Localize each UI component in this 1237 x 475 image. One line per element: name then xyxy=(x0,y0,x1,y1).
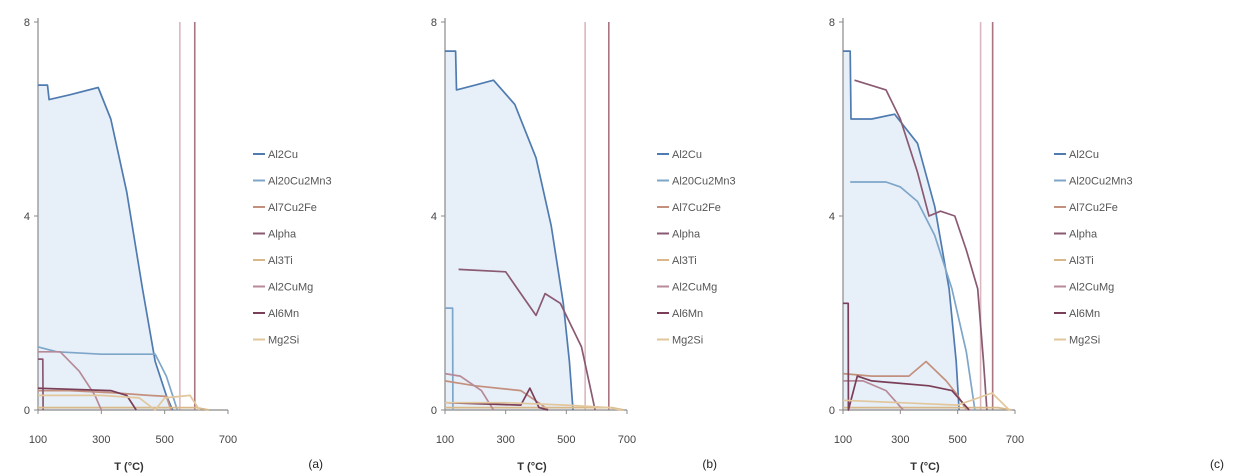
series-line-al2cumg xyxy=(38,350,103,411)
y-tick-label: 8 xyxy=(24,17,30,29)
legend-item-al7cu2fe: Al7Cu2Fe xyxy=(672,202,721,214)
legend-item-al7cu2fe: Al7Cu2Fe xyxy=(268,202,317,214)
legend-item-al2cu: Al2Cu xyxy=(268,149,298,161)
series-line-al6mn xyxy=(444,387,549,411)
x-tick-label: 300 xyxy=(891,434,909,446)
legend: Al2Cu Al20Cu2Mn3 Al7Cu2Fe Alpha Al3Ti Al2CuMg… xyxy=(1054,149,1133,347)
series-line-al6mn xyxy=(843,302,970,411)
legend-item-al2cumg: Al2CuMg xyxy=(268,282,313,294)
chart-panel-2: 0 4 8 100 300 500 700 T (°C) Al2Cu Al20Cu2Mn3 Al7C… xyxy=(431,17,736,473)
y-tick-label: 0 xyxy=(24,405,30,417)
x-tick-label: 500 xyxy=(557,434,575,446)
x-tick-label: 100 xyxy=(29,434,47,446)
series-line-al3ti xyxy=(38,406,210,411)
y-tick-label: 0 xyxy=(829,405,835,417)
x-tick-label: 100 xyxy=(834,434,852,446)
series-line-al2cu xyxy=(445,50,574,411)
x-tick-label: 300 xyxy=(92,434,110,446)
al2cu-area-fill xyxy=(445,51,574,410)
y-tick-label: 8 xyxy=(829,17,835,29)
series-line-al2cumg xyxy=(843,380,904,411)
series-line-alpha xyxy=(458,268,596,411)
series-line-al20cu2mn3 xyxy=(850,181,976,411)
panel-label: (a) xyxy=(308,457,323,471)
y-tick-label: 4 xyxy=(24,211,30,223)
legend-item-al6mn: Al6Mn xyxy=(1069,308,1100,320)
x-tick-label: 300 xyxy=(496,434,514,446)
y-tick-label: 0 xyxy=(431,405,437,417)
legend-item-al2cumg: Al2CuMg xyxy=(672,282,717,294)
series-line-al7cu2fe xyxy=(842,360,968,411)
series-line-mg2si xyxy=(842,392,1010,411)
x-tick-label: 700 xyxy=(1006,434,1024,446)
legend-item-al20cu2mn3: Al20Cu2Mn3 xyxy=(672,176,736,188)
panel-label: (b) xyxy=(702,457,717,471)
y-tick-label: 4 xyxy=(829,211,835,223)
x-axis-title: T (°C) xyxy=(910,461,940,473)
series-line-al6mn xyxy=(37,387,137,411)
x-tick-label: 500 xyxy=(948,434,966,446)
series-line-alpha xyxy=(38,358,44,411)
series-line-al7cu2fe xyxy=(38,389,172,411)
al2cu-area-fill xyxy=(38,85,173,411)
legend-item-mg2si: Mg2Si xyxy=(268,335,299,347)
legend-item-al7cu2fe: Al7Cu2Fe xyxy=(1069,202,1118,214)
legend-item-alpha: Alpha xyxy=(1069,229,1098,241)
legend: Al2Cu Al20Cu2Mn3 Al7Cu2Fe Alpha Al3Ti Al2CuMg… xyxy=(253,149,332,347)
series-line-al2cumg xyxy=(444,372,495,411)
x-tick-label: 500 xyxy=(155,434,173,446)
chart-panel-3: 0 4 8 100 300 500 700 T (°C) Al2Cu Al20Cu2Mn3 Al7C… xyxy=(829,17,1224,473)
legend-item-al2cumg: Al2CuMg xyxy=(1069,282,1114,294)
y-tick-label: 8 xyxy=(431,17,437,29)
panel-label: (c) xyxy=(1210,457,1224,471)
legend-item-mg2si: Mg2Si xyxy=(672,335,703,347)
series-line-alpha xyxy=(854,79,988,411)
x-axis-title: T (°C) xyxy=(114,461,144,473)
legend-item-mg2si: Mg2Si xyxy=(1069,335,1100,347)
series-line-al2cu xyxy=(38,84,174,411)
legend-item-al6mn: Al6Mn xyxy=(268,308,299,320)
legend-item-al3ti: Al3Ti xyxy=(672,255,697,267)
x-axis-title: T (°C) xyxy=(517,461,547,473)
series-line-al2cu xyxy=(843,50,960,411)
legend-item-al3ti: Al3Ti xyxy=(1069,255,1094,267)
series-line-al7cu2fe xyxy=(444,380,549,411)
chart-panel-1: 0 4 8 100 300 500 700 T (°C) Al2Cu Al20Cu2Mn3 Al7C… xyxy=(24,17,332,473)
x-tick-label: 100 xyxy=(436,434,454,446)
legend-item-al20cu2mn3: Al20Cu2Mn3 xyxy=(268,176,332,188)
legend: Al2Cu Al20Cu2Mn3 Al7Cu2Fe Alpha Al3Ti Al2CuMg… xyxy=(657,149,736,347)
y-tick-label: 4 xyxy=(431,211,437,223)
x-tick-label: 700 xyxy=(618,434,636,446)
legend-item-al2cu: Al2Cu xyxy=(672,149,702,161)
legend-item-alpha: Alpha xyxy=(268,229,297,241)
series-line-mg2si xyxy=(38,394,201,411)
x-tick-label: 700 xyxy=(219,434,237,446)
legend-item-al6mn: Al6Mn xyxy=(672,308,703,320)
legend-item-al20cu2mn3: Al20Cu2Mn3 xyxy=(1069,176,1133,188)
series-line-al20cu2mn3 xyxy=(445,307,454,411)
legend-item-al2cu: Al2Cu xyxy=(1069,149,1099,161)
series-line-mg2si xyxy=(445,401,622,411)
legend-item-al3ti: Al3Ti xyxy=(268,255,293,267)
legend-item-alpha: Alpha xyxy=(672,229,701,241)
al2cu-area-fill xyxy=(843,51,960,410)
